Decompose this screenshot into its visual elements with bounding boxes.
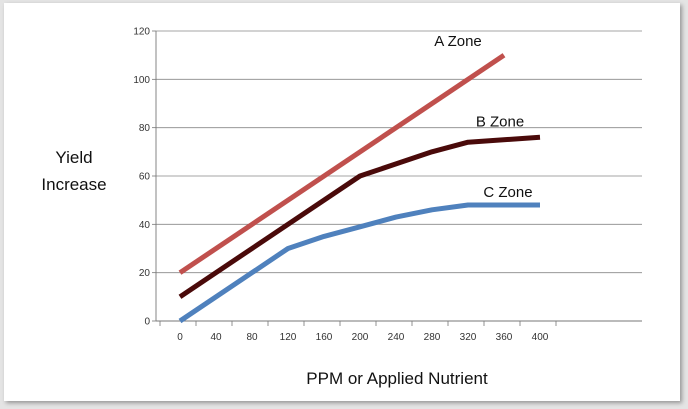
y-tick-label: 120 bbox=[133, 27, 150, 38]
x-tick-label: 40 bbox=[210, 332, 222, 343]
y-tick-label: 60 bbox=[139, 172, 151, 183]
series-label-c-zone: C Zone bbox=[483, 184, 532, 201]
x-tick-label: 120 bbox=[280, 332, 297, 343]
y-tick-label: 80 bbox=[139, 123, 151, 134]
series-line-a-zone bbox=[178, 53, 506, 275]
axes bbox=[152, 30, 642, 326]
series-labels: A Zone B Zone C Zone bbox=[434, 33, 532, 201]
chart-frame: 0 20 40 60 80 100 120 0 40 80 120 160 200 240 280 320 36… bbox=[4, 3, 680, 401]
series-line-c-zone bbox=[178, 202, 540, 324]
y-axis-title-line-2: Increase bbox=[41, 175, 106, 194]
x-tick-label: 280 bbox=[424, 332, 441, 343]
y-tick-label: 20 bbox=[139, 268, 151, 279]
y-tick-label: 100 bbox=[133, 75, 150, 86]
x-tick-label: 320 bbox=[460, 332, 477, 343]
line-chart: 0 20 40 60 80 100 120 0 40 80 120 160 200 240 280 320 36… bbox=[41, 27, 642, 388]
y-tick-label: 0 bbox=[144, 317, 150, 328]
x-tick-label: 80 bbox=[246, 332, 258, 343]
x-tick-label: 0 bbox=[177, 332, 183, 343]
x-tick-label: 240 bbox=[388, 332, 405, 343]
series-lines bbox=[178, 53, 541, 324]
x-axis-title: PPM or Applied Nutrient bbox=[306, 369, 488, 388]
tick-labels: 0 20 40 60 80 100 120 0 40 80 120 160 200 240 280 320 36… bbox=[133, 27, 548, 344]
y-tick-label: 40 bbox=[139, 220, 151, 231]
x-tick-label: 160 bbox=[316, 332, 333, 343]
series-label-a-zone: A Zone bbox=[434, 33, 482, 50]
series-label-b-zone: B Zone bbox=[476, 113, 524, 130]
y-axis-title-line-1: Yield bbox=[55, 148, 92, 167]
grid-lines bbox=[156, 30, 642, 274]
x-tick-label: 360 bbox=[496, 332, 513, 343]
x-tick-label: 400 bbox=[532, 332, 549, 343]
x-tick-label: 200 bbox=[352, 332, 369, 343]
series-line-b-zone bbox=[178, 134, 541, 299]
